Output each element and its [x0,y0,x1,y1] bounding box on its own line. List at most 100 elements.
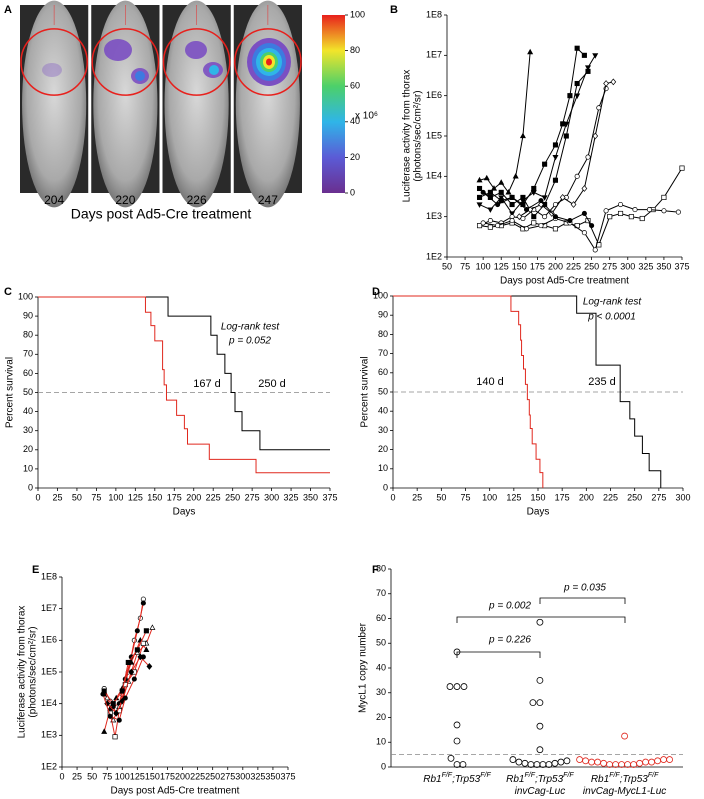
x-tick-label: 200 [579,492,594,502]
day-label: 226 [187,193,207,207]
annotation: p = 0.002 [488,601,531,612]
y-tick-label: 70 [378,348,388,358]
x-tick-label: 350 [303,492,318,502]
y-tick-label: 20 [23,444,33,454]
marker [131,676,137,682]
x-tick-label: 225 [190,771,205,781]
data-point [594,758,601,766]
y-axis-label: Luciferase activity from thorax [402,70,413,203]
significance-bracket [539,597,626,604]
data-point [536,699,544,707]
colorbar-tick-label: 0 [350,187,355,197]
y-tick-label: 50 [23,387,33,397]
x-tick-label: 275 [602,261,617,271]
x-tick-label: 250 [205,771,220,781]
y-tick-label: 0 [28,482,33,492]
marker [116,717,122,723]
marker [581,230,587,236]
y-tick-label: 20 [376,712,386,722]
data-point [648,758,655,766]
x-tick-label: 0 [390,492,395,502]
data-point [563,757,571,765]
y-tick-label: 10 [378,463,388,473]
day-label: 220 [115,193,135,207]
series-line [479,52,531,194]
marker [646,207,653,213]
series-line [519,81,614,218]
series-line [479,55,596,215]
marker [134,649,141,656]
data-point [459,761,467,768]
signal [104,39,132,61]
data-point [529,699,537,707]
x-tick-label: 225 [603,492,618,502]
y-tick-label: 60 [376,613,386,623]
x-tick-label: 300 [235,771,250,781]
marker [100,691,106,697]
panel-letter: A [4,4,12,16]
category-label: invCag-Luc [515,786,566,797]
marker [143,646,150,652]
significance-bracket [456,616,626,623]
y-tick-label: 90 [23,310,33,320]
marker [122,695,128,701]
panel-letter: B [390,4,398,16]
marker [661,208,667,214]
day-label: 204 [44,193,64,207]
marker [531,185,537,192]
annotation: p = 0.226 [488,635,531,646]
x-tick-label: 375 [280,771,295,781]
marker [140,640,146,646]
data-point [660,756,667,763]
y-tick-label: 30 [23,425,33,435]
category-label: Rb1F/F;Trp53F/F [591,772,659,784]
marker [519,198,526,204]
marker [563,133,569,139]
marker [552,154,559,161]
x-tick-label: 75 [102,771,112,781]
marker [505,189,512,195]
marker [531,220,537,226]
x-tick-label: 125 [494,261,509,271]
data-point [536,676,544,684]
marker [516,213,523,221]
series-line [102,656,144,721]
marker [574,45,580,51]
roi-circle [20,28,88,96]
x-tick-label: 100 [108,492,123,502]
data-point [446,683,454,690]
marker [679,165,685,171]
marker [523,207,530,213]
x-tick-label: 150 [145,771,160,781]
marker [581,185,588,192]
y-axis-label: MycL1 copy number [358,622,369,713]
data-point [551,759,559,767]
colorbar-tick-label: 100 [350,9,365,19]
marker [509,194,515,200]
category-label: invCag-MycL1-Luc [583,786,666,797]
marker [112,734,118,740]
colorbar-tick-label: 40 [350,116,360,126]
data-point [536,618,544,626]
marker [128,668,135,676]
marker [607,214,613,220]
annotation: p = 0.052 [228,336,271,347]
colorbar [322,15,345,193]
marker [567,218,573,224]
marker [581,210,587,217]
y-tick-label: 100 [373,290,388,300]
panel-letter: C [4,286,12,298]
survival-curve [393,295,544,488]
x-axis-label: Days [527,507,550,518]
x-tick-label: 100 [476,261,491,271]
x-tick-label: 200 [175,771,190,781]
data-point [654,757,661,765]
x-tick-label: 325 [638,261,653,271]
marker [476,176,483,183]
x-tick-label: 175 [530,261,545,271]
colorbar-label: x 10⁶ [355,111,378,122]
marker [480,220,486,226]
marker [143,628,149,634]
y-tick-label: 1E7 [41,603,57,613]
